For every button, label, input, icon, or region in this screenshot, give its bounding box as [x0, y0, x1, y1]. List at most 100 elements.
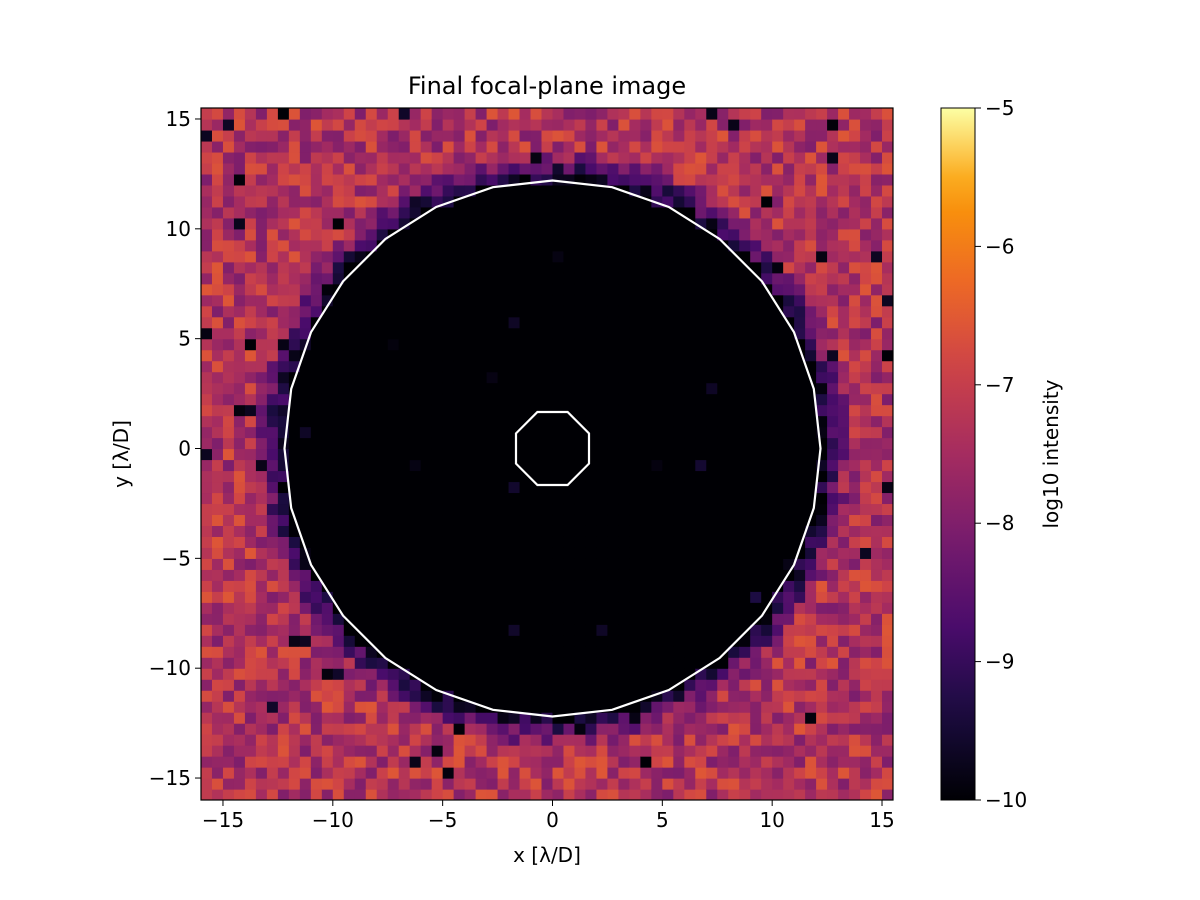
heatmap-cell: [651, 382, 663, 395]
heatmap-cell: [541, 283, 554, 296]
heatmap-cell: [607, 646, 619, 658]
heatmap-cell: [772, 580, 784, 592]
heatmap-cell: [376, 514, 389, 526]
heatmap-cell: [398, 283, 411, 296]
heatmap-cell: [552, 305, 565, 318]
heatmap-cell: [244, 690, 257, 702]
heatmap-cell: [739, 789, 751, 800]
heatmap-cell: [332, 360, 345, 373]
heatmap-cell: [376, 459, 389, 472]
heatmap-cell: [508, 261, 521, 274]
heatmap-cell: [365, 415, 378, 428]
heatmap-cell: [783, 217, 795, 230]
heatmap-cell: [882, 613, 893, 625]
heatmap-cell: [255, 338, 268, 351]
heatmap-cell: [222, 690, 235, 702]
colorbar-tick-label: −5: [985, 96, 1014, 120]
heatmap-cell: [255, 668, 268, 680]
heatmap-cell: [596, 690, 609, 702]
heatmap-cell: [464, 756, 477, 768]
heatmap-cell: [563, 723, 576, 735]
heatmap-cell: [805, 151, 817, 164]
heatmap-cell: [442, 767, 455, 779]
heatmap-cell: [475, 294, 488, 307]
heatmap-cell: [552, 701, 565, 713]
heatmap-cell: [288, 448, 301, 461]
heatmap-cell: [222, 261, 235, 274]
heatmap-cell: [596, 272, 609, 285]
heatmap-cell: [695, 459, 707, 472]
heatmap-cell: [244, 712, 257, 724]
heatmap-cell: [453, 767, 466, 779]
heatmap-cell: [849, 217, 861, 230]
heatmap-cell: [684, 129, 696, 142]
heatmap-cell: [201, 228, 213, 241]
heatmap-cell: [640, 756, 652, 768]
heatmap-cell: [618, 426, 630, 439]
heatmap-cell: [563, 217, 576, 230]
heatmap-cell: [431, 536, 444, 548]
colorbar-tick-label: −8: [985, 511, 1014, 535]
heatmap-cell: [266, 129, 279, 142]
heatmap-cell: [717, 173, 729, 186]
heatmap-cell: [651, 558, 663, 570]
heatmap-cell: [354, 239, 367, 252]
heatmap-cell: [530, 118, 543, 131]
heatmap-cell: [222, 602, 235, 614]
heatmap-cell: [662, 415, 674, 428]
heatmap-cell: [530, 108, 543, 120]
heatmap-cell: [453, 503, 466, 516]
heatmap-cell: [827, 360, 839, 373]
heatmap-cell: [233, 162, 246, 175]
colorbar-gradient: [940, 107, 976, 801]
heatmap-cell: [816, 140, 828, 153]
heatmap-cell: [871, 734, 883, 746]
heatmap-cell: [563, 382, 576, 395]
heatmap-cell: [574, 272, 587, 285]
heatmap-cell: [805, 261, 817, 274]
heatmap-cell: [376, 580, 389, 592]
heatmap-cell: [387, 437, 400, 450]
heatmap-cell: [343, 459, 356, 472]
heatmap-cell: [222, 547, 235, 559]
heatmap-cell: [332, 679, 345, 691]
heatmap-cell: [266, 217, 279, 230]
heatmap-cell: [871, 547, 883, 559]
heatmap-cell: [596, 283, 609, 296]
heatmap-cell: [882, 734, 893, 746]
heatmap-cell: [497, 745, 510, 757]
heatmap-cell: [860, 646, 872, 658]
heatmap-cell: [387, 338, 400, 351]
heatmap-cell: [365, 723, 378, 735]
heatmap-cell: [233, 701, 246, 713]
heatmap-cell: [530, 338, 543, 351]
y-tick-label: −15: [149, 766, 191, 790]
heatmap-cell: [310, 536, 323, 548]
heatmap-cell: [717, 426, 729, 439]
heatmap-cell: [519, 580, 532, 592]
heatmap-cell: [618, 789, 630, 800]
heatmap-cell: [882, 261, 893, 274]
heatmap-cell: [464, 635, 477, 647]
heatmap-cell: [871, 250, 883, 263]
heatmap-cell: [618, 140, 630, 153]
heatmap-cell: [343, 371, 356, 384]
heatmap-cell: [849, 382, 861, 395]
heatmap-cell: [321, 195, 334, 208]
heatmap-cell: [519, 349, 532, 362]
heatmap-cell: [376, 448, 389, 461]
heatmap-cell: [618, 558, 630, 570]
heatmap-cell: [343, 569, 356, 581]
heatmap-cell: [431, 316, 444, 329]
heatmap-cell: [629, 129, 641, 142]
heatmap-cell: [453, 657, 466, 669]
heatmap-cell: [266, 624, 279, 636]
heatmap-cell: [772, 668, 784, 680]
heatmap-cell: [563, 459, 576, 472]
heatmap-cell: [640, 536, 652, 548]
heatmap-cell: [805, 404, 817, 417]
heatmap-cell: [530, 547, 543, 559]
heatmap-cell: [783, 778, 795, 790]
heatmap-cell: [662, 459, 674, 472]
heatmap-cell: [871, 239, 883, 252]
